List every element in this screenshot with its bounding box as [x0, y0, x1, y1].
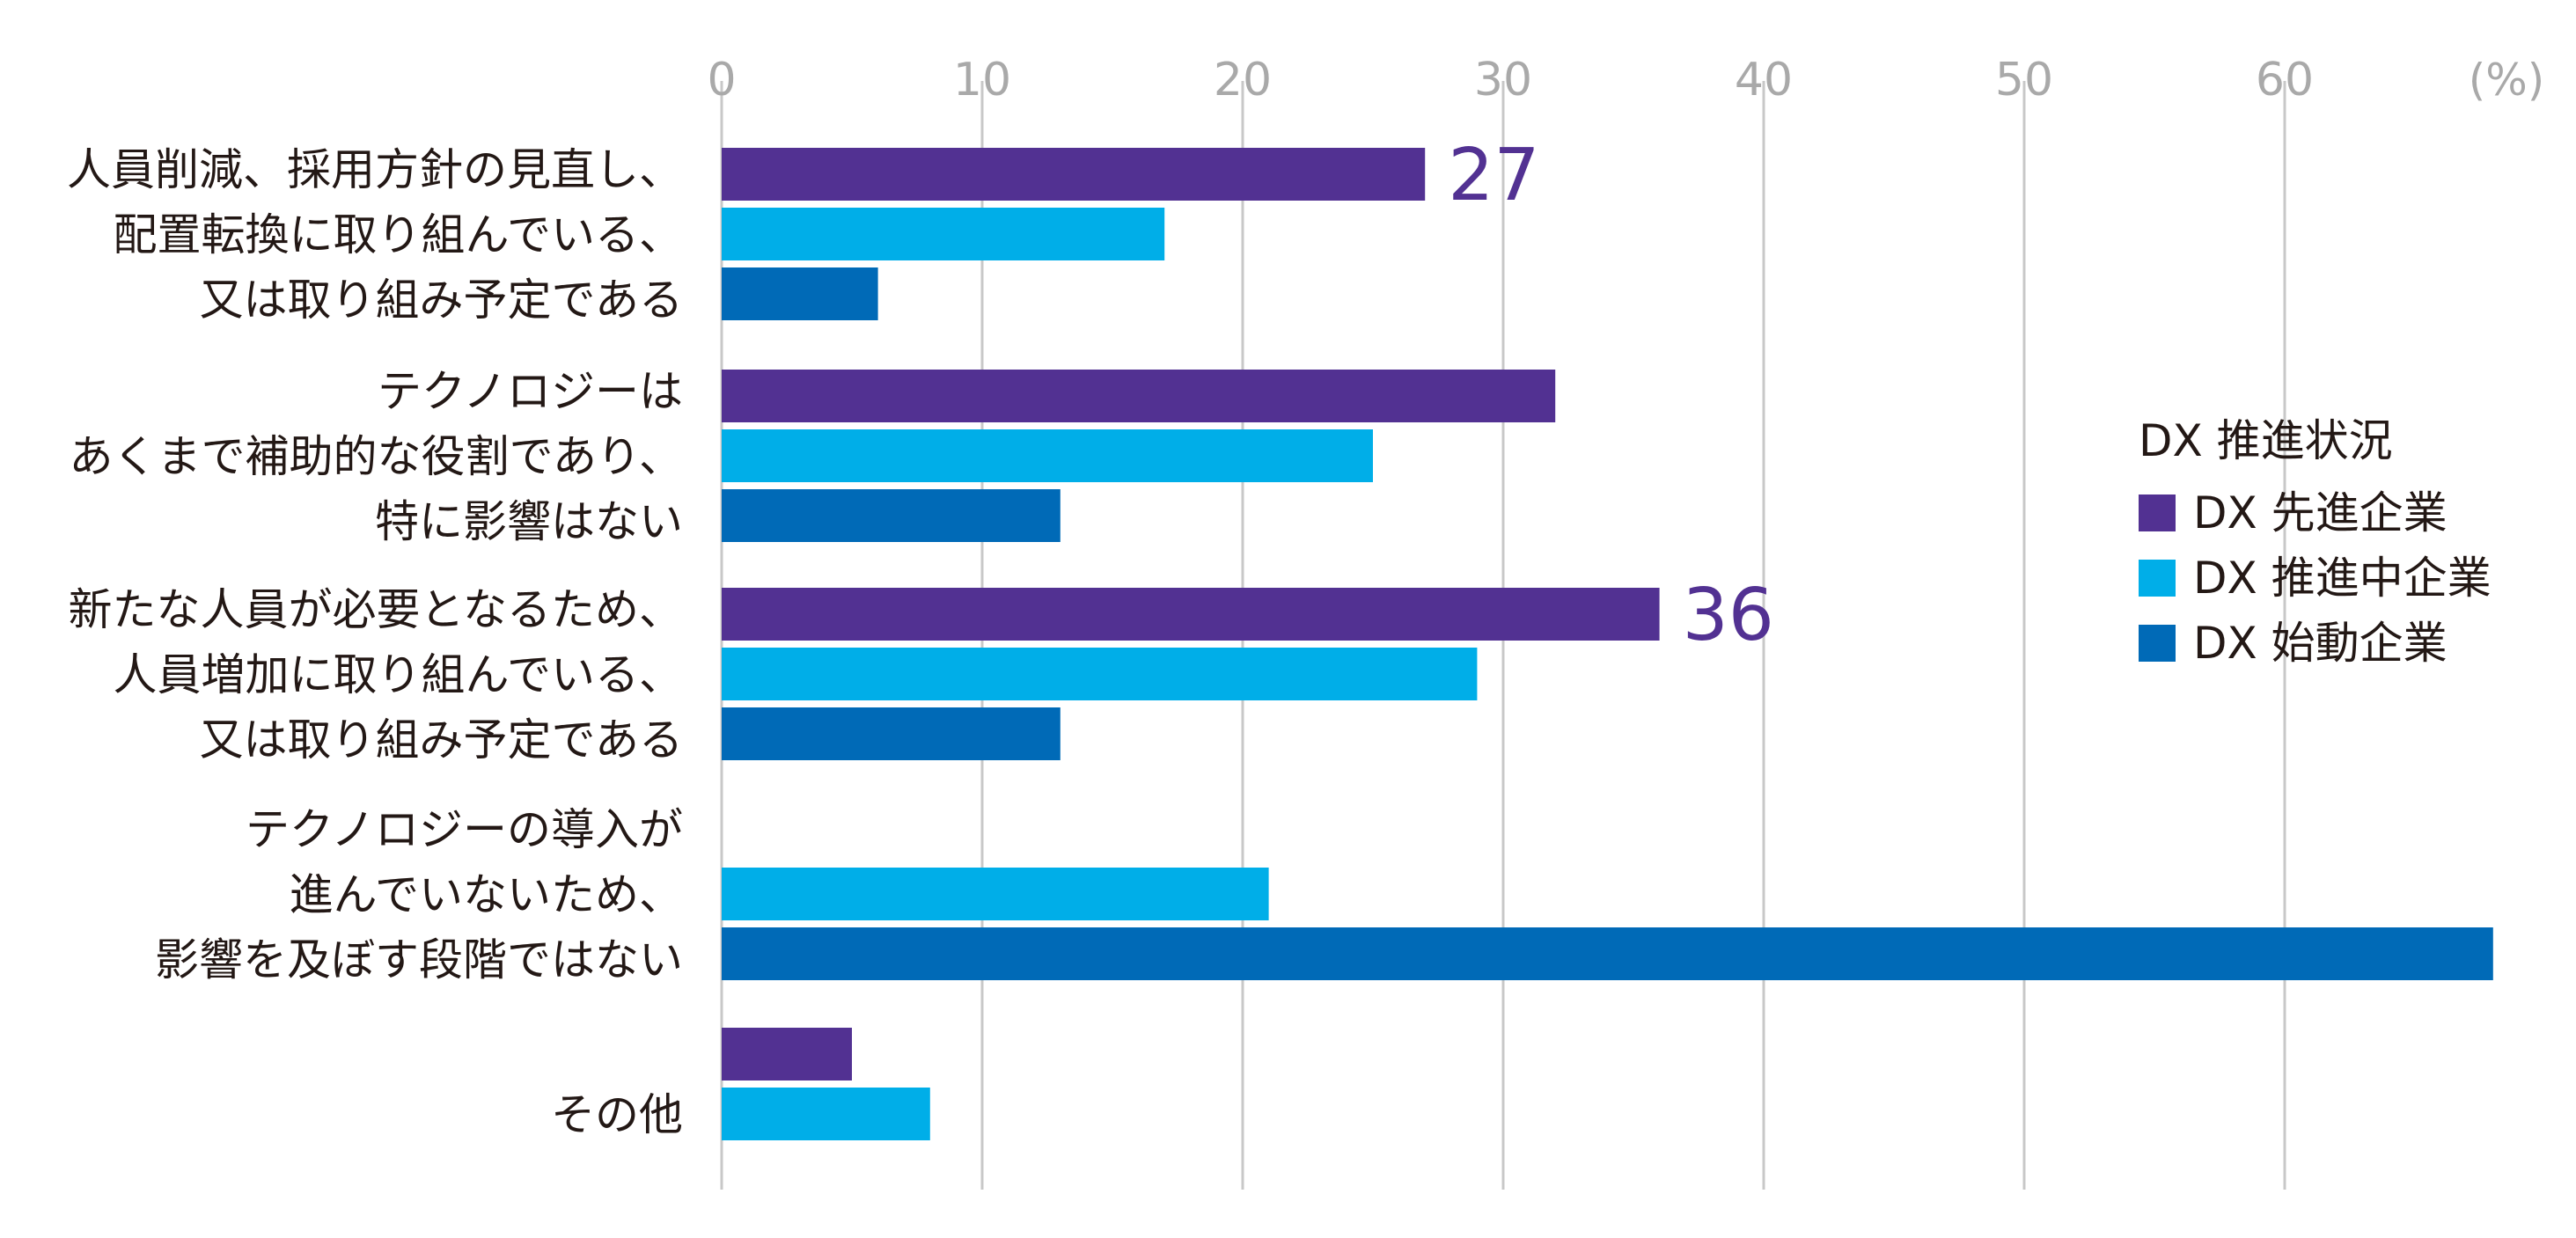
data-label-cat3-series1: 36	[1683, 574, 1774, 657]
category-label-2-line-1: テクノロジーは	[378, 366, 683, 417]
category-label-4-line-3: 影響を及ぼす段階ではない	[155, 934, 683, 985]
legend-title: DX 推進状況	[2139, 415, 2393, 466]
tick-label-0: 0	[707, 54, 736, 106]
category-label-4-line-2: 進んでいないため、	[290, 869, 684, 920]
data-label-cat1-series1: 27	[1448, 134, 1539, 217]
data-labels: 27 36	[1448, 134, 1774, 657]
bar-cat1-series3	[722, 267, 878, 320]
category-label-1-line-2: 配置転換に取り組んでいる、	[114, 209, 684, 260]
tick-label-50: 50	[1995, 54, 2053, 106]
bar-cat4-series3	[722, 927, 2493, 980]
tick-label-20: 20	[1214, 54, 1272, 106]
legend-swatch-series1	[2139, 494, 2176, 531]
tick-label-10: 10	[953, 54, 1011, 106]
tick-label-60: 60	[2256, 54, 2314, 106]
category-label-3-line-3: 又は取り組み予定である	[200, 714, 684, 766]
legend: DX 推進状況 DX 先進企業 DX 推進中企業 DX 始動企業	[2139, 415, 2492, 669]
legend-label-series3: DX 始動企業	[2193, 618, 2448, 669]
category-labels: 人員削減、採用方針の見直し、配置転換に取り組んでいる、又は取り組み予定であるテク…	[67, 144, 683, 1140]
bar-cat4-series2	[722, 868, 1269, 920]
bar-cat3-series2	[722, 648, 1478, 700]
category-label-5-line-1: その他	[551, 1089, 683, 1140]
category-label-1-line-3: 又は取り組み予定である	[200, 275, 684, 326]
category-label-3-line-1: 新たな人員が必要となるため、	[69, 584, 684, 635]
bar-cat2-series1	[722, 370, 1556, 422]
bar-cat1-series1	[722, 148, 1426, 201]
legend-swatch-series2	[2139, 560, 2176, 597]
legend-label-series2: DX 推進中企業	[2193, 553, 2492, 604]
bar-cat2-series2	[722, 429, 1373, 482]
legend-label-series1: DX 先進企業	[2193, 487, 2448, 538]
tick-label-30: 30	[1474, 54, 1532, 106]
bar-cat3-series3	[722, 707, 1060, 760]
category-label-2-line-3: 特に影響はない	[375, 496, 683, 547]
bars	[722, 148, 2493, 1140]
category-label-4-line-1: テクノロジーの導入が	[246, 804, 683, 855]
bar-cat5-series1	[722, 1028, 852, 1081]
unit-label: (%)	[2469, 55, 2545, 106]
category-label-3-line-2: 人員増加に取り組んでいる、	[114, 649, 684, 700]
x-axis-ticks: 0 10 20 30 40 50 60 (%)	[707, 54, 2544, 106]
bar-cat2-series3	[722, 489, 1060, 542]
bar-cat3-series1	[722, 588, 1660, 641]
bar-cat1-series2	[722, 208, 1165, 260]
legend-swatch-series3	[2139, 625, 2176, 662]
category-label-1-line-1: 人員削減、採用方針の見直し、	[67, 144, 683, 195]
category-label-2-line-2: あくまで補助的な役割であり、	[70, 431, 684, 482]
tick-label-40: 40	[1735, 54, 1793, 106]
bar-cat5-series2	[722, 1088, 930, 1140]
